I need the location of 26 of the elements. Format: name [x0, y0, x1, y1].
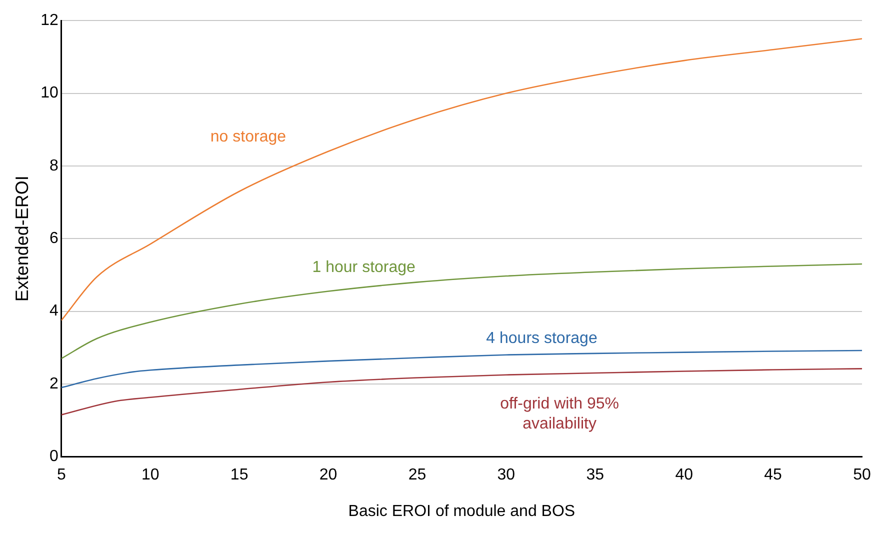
series-label: 1 hour storage: [312, 259, 416, 276]
x-tick-label: 35: [586, 466, 604, 484]
line-series: [61, 368, 862, 416]
line-series: [61, 38, 862, 321]
series-label: no storage: [210, 128, 286, 146]
y-tick-label: 10: [40, 84, 58, 102]
x-tick-label: 25: [408, 466, 426, 484]
y-tick-label: 2: [49, 375, 58, 392]
x-tick-label: 20: [319, 466, 338, 484]
x-tick-label: 30: [497, 466, 516, 484]
x-tick-label: 45: [764, 466, 782, 484]
series-label: off-grid with 95% availability: [500, 395, 619, 432]
x-axis-title: Basic EROI of module and BOS: [348, 502, 576, 520]
y-tick-label: 8: [49, 157, 58, 174]
y-tick-label: 4: [49, 302, 58, 320]
y-axis-title: Extended-EROI: [12, 176, 32, 302]
series-label: 4 hours storage: [486, 330, 598, 347]
x-tick-label: 40: [675, 466, 694, 484]
x-tick-label: 50: [853, 466, 871, 484]
x-tick-label: 10: [141, 466, 160, 484]
x-tick-label: 5: [56, 466, 66, 484]
y-tick-label: 12: [40, 12, 58, 30]
y-tick-label: 0: [49, 448, 58, 466]
line-series: [61, 350, 862, 388]
x-tick-label: 15: [230, 466, 248, 484]
y-tick-label: 6: [49, 230, 58, 248]
